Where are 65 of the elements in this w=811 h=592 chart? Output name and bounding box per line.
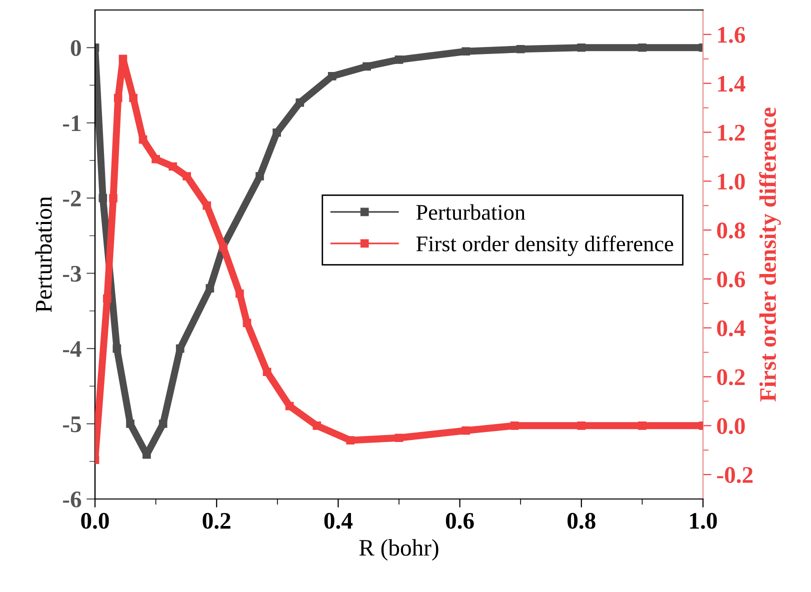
y-axis-title: Perturbation [35,196,52,312]
point [236,289,244,298]
point [296,98,304,107]
point [168,162,177,171]
x-tick-label: 0.8 [568,512,596,529]
point [206,284,214,293]
y2-tick-label: 0.8 [717,222,745,239]
point [129,94,138,102]
point [462,426,470,435]
legend-label: First order density difference [416,236,674,256]
point [638,421,646,430]
point [394,434,404,442]
x-tick-label: 0.2 [202,512,230,529]
y2-tick-label: -0.2 [717,467,753,484]
point [285,402,294,410]
y-tick-label: -2 [63,190,81,206]
point [138,135,148,144]
point [346,436,355,444]
point [577,43,586,52]
x-tick-label: 0.6 [446,512,474,529]
point [109,194,118,202]
point [182,172,191,180]
point [312,421,322,430]
point [510,421,519,430]
point [362,62,371,71]
point [112,344,122,353]
point [394,55,404,64]
point [577,421,586,430]
legend-label: Perturbation [416,204,526,220]
point [176,344,184,353]
y2-tick-label: 0.2 [717,369,745,386]
x-tick-label: 1.0 [690,512,717,529]
y2-tick-label: 0.0 [717,418,745,434]
point [516,44,525,54]
y2-tick-label: 1.2 [718,124,745,141]
y-tick-label: 0 [70,40,81,56]
y-tick-label: -5 [63,416,81,432]
y2-tick-label: 0.6 [717,271,746,288]
x-axis-title: R (bohr) [359,539,438,561]
y-tick-label: -1 [63,115,81,132]
point [102,294,112,303]
y2-axis-title: First order density difference [759,108,781,402]
point [262,368,272,376]
point [118,54,128,64]
y2-tick-label: 0.4 [717,320,746,336]
y-tick-label: -6 [63,492,82,508]
point [202,201,212,210]
point [114,94,122,102]
y-tick-label: -4 [63,341,82,357]
x-tick-label: 0.0 [81,512,109,529]
point [158,420,168,428]
point [98,194,108,202]
y-tick-label: -3 [63,266,81,282]
point [126,420,134,428]
point [328,72,336,80]
point [152,154,160,164]
x-tick-label: 0.4 [324,512,353,529]
point [272,128,281,137]
point [256,172,264,180]
y2-tick-label: 1.4 [718,76,746,92]
point [242,318,252,328]
point [638,43,646,52]
y2-tick-label: 1.6 [718,27,746,43]
y2-tick-label: 1.0 [718,174,745,190]
point [462,47,470,56]
